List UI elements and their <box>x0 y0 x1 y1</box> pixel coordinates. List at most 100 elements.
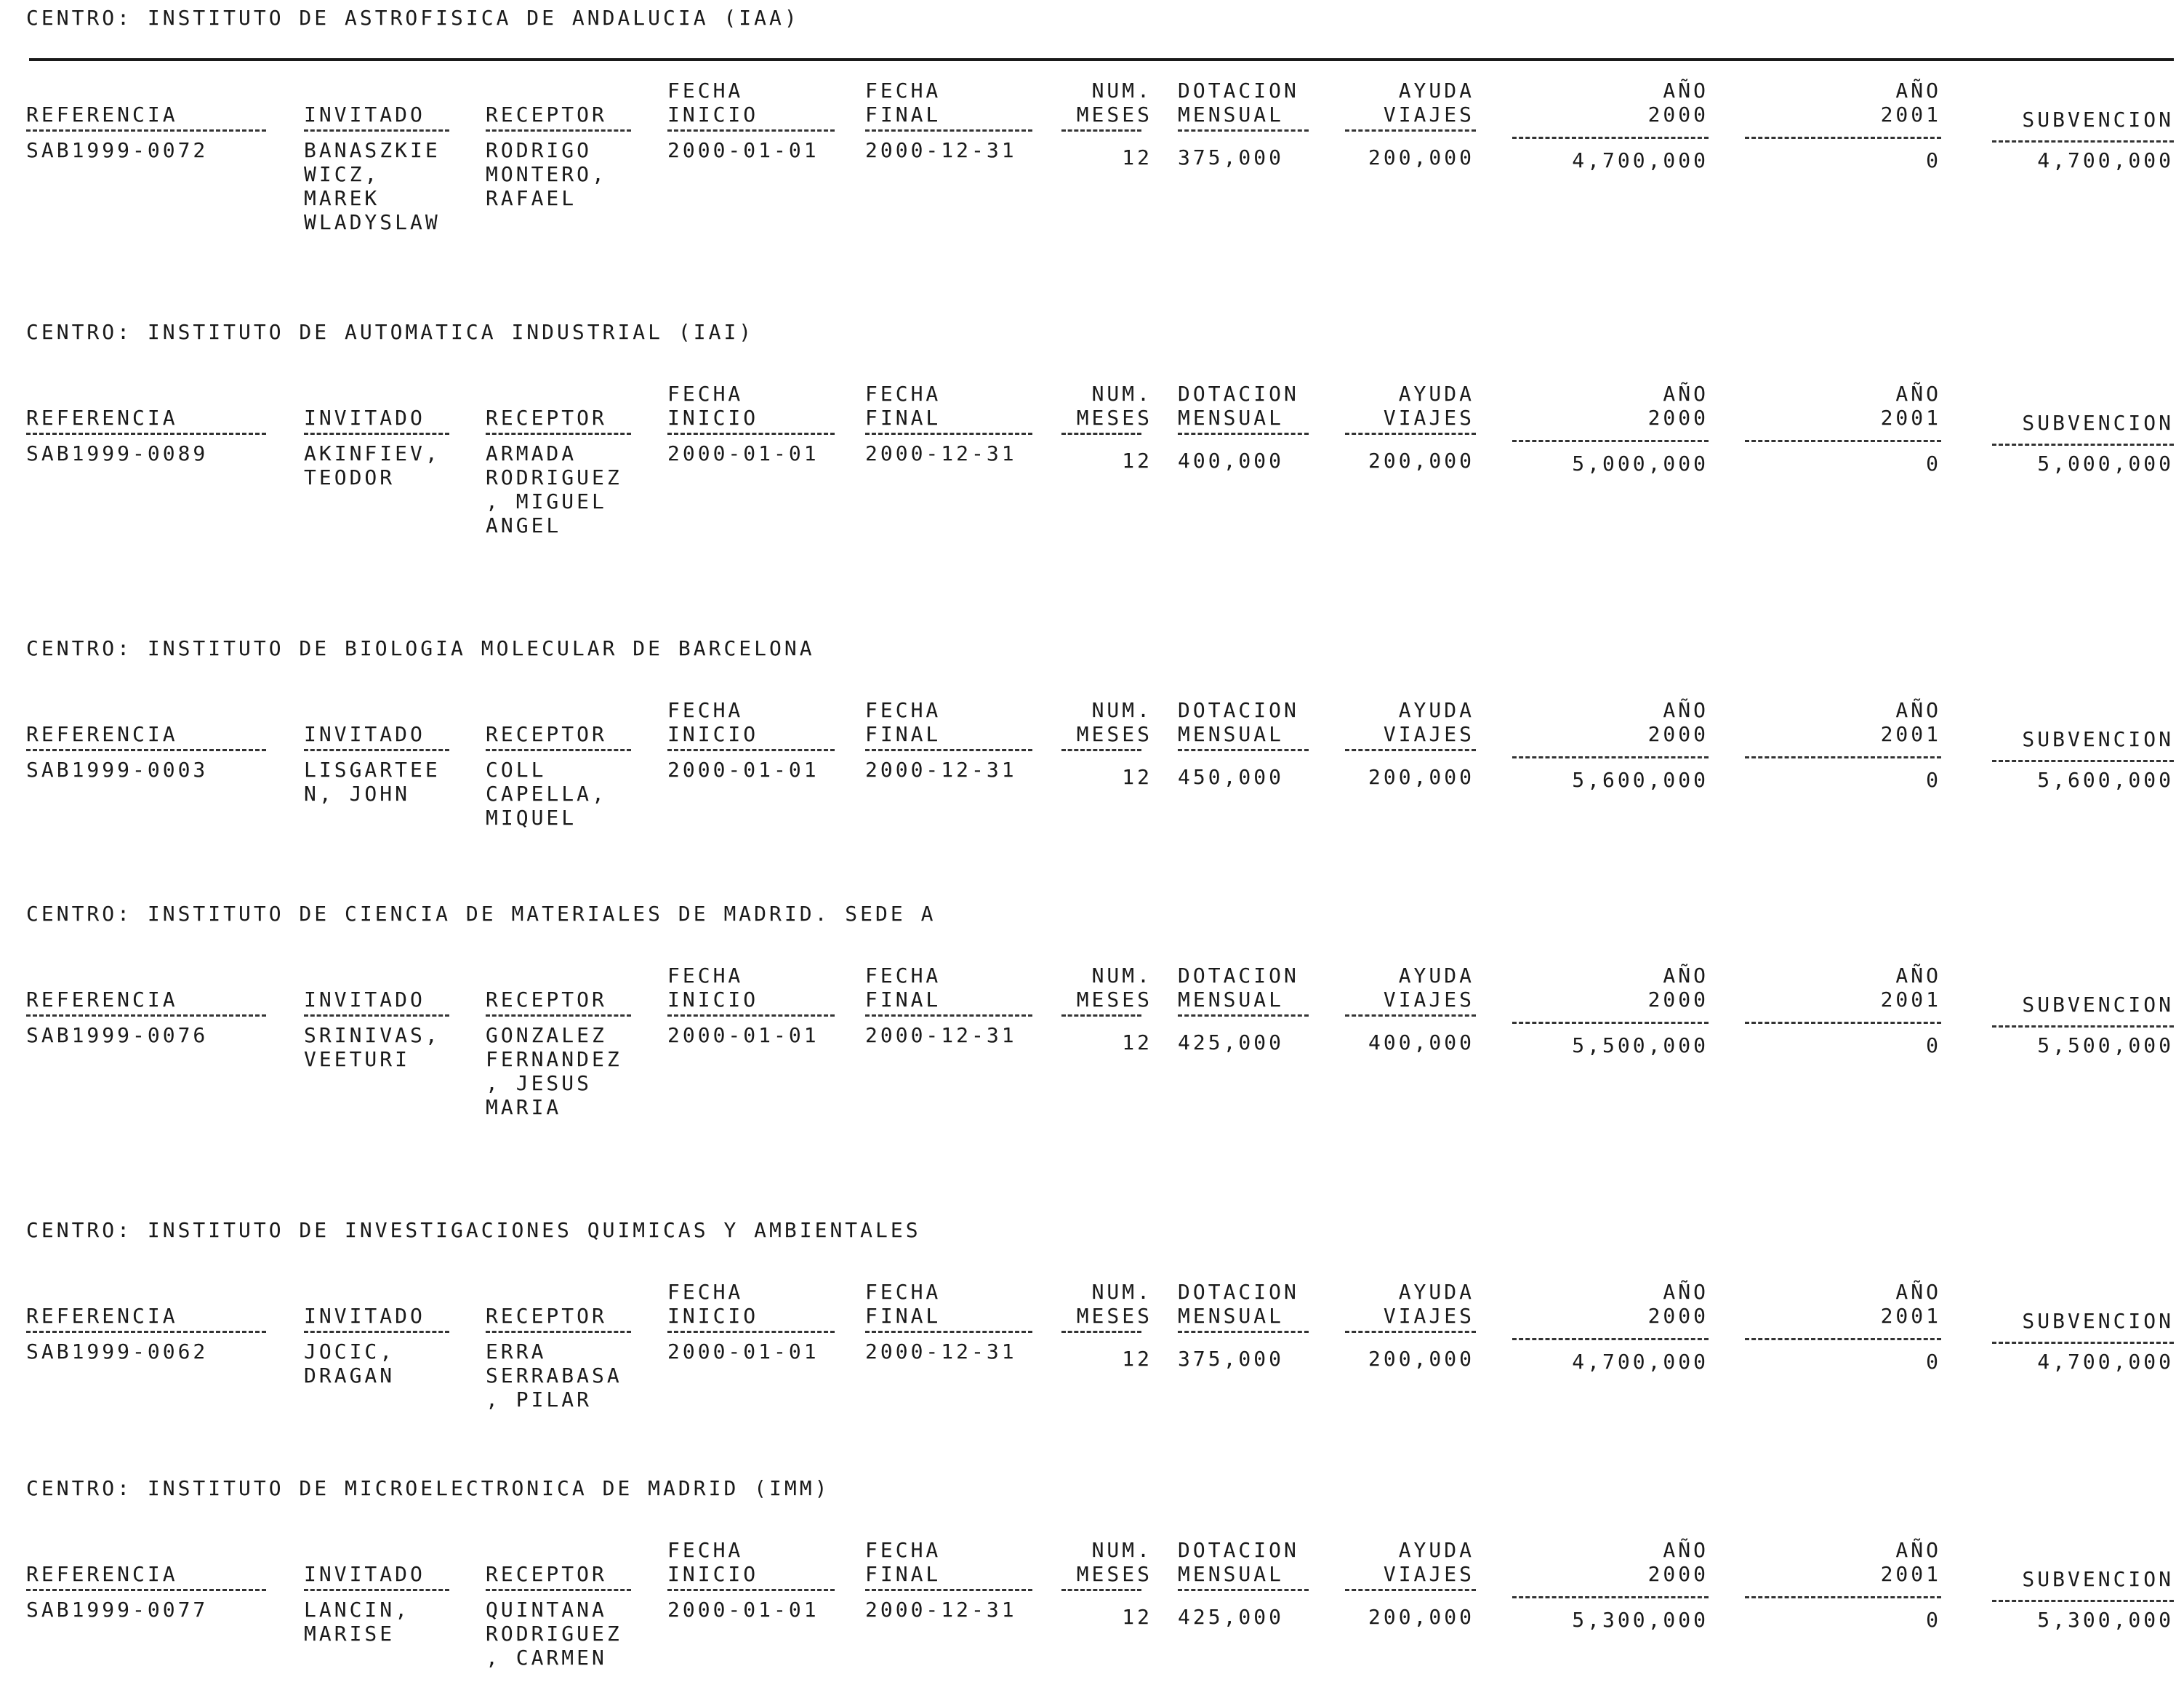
column-rule-ayuda-viajes <box>1345 433 1476 435</box>
cell-referencia: SAB1999-0077 <box>26 1598 209 1622</box>
cell-fecha-inicio: 2000-01-01 <box>667 441 819 465</box>
cell-ano-2001: 0 <box>1926 1608 1941 1632</box>
cell-subvencion: 4,700,000 <box>2037 148 2174 172</box>
cell-num-meses: 12 <box>1122 765 1152 789</box>
top-rule <box>29 58 2174 61</box>
column-rule-fecha-inicio <box>667 1589 835 1591</box>
column-rule-receptor <box>486 129 631 132</box>
column-header-ano-2000: AÑO 2000 <box>1647 1280 1709 1328</box>
column-rule-dotacion-mensual <box>1178 129 1309 132</box>
cell-fecha-final: 2000-12-31 <box>865 1023 1017 1047</box>
column-rule-invitado <box>304 749 449 751</box>
column-rule-subvencion <box>1992 1025 2174 1028</box>
cell-referencia: SAB1999-0003 <box>26 758 209 782</box>
column-rule-subvencion <box>1992 1600 2174 1602</box>
cell-ano-2000: 5,500,000 <box>1572 1033 1709 1057</box>
cell-fecha-inicio: 2000-01-01 <box>667 1339 819 1363</box>
cell-ano-2001: 0 <box>1926 1350 1941 1374</box>
cell-subvencion: 5,000,000 <box>2037 452 2174 476</box>
column-rule-subvencion <box>1992 444 2174 446</box>
column-header-fecha-inicio: FECHA INICIO <box>667 698 759 746</box>
cell-dotacion-mensual: 450,000 <box>1178 765 1285 789</box>
column-header-invitado: INVITADO <box>304 1304 425 1328</box>
column-rule-fecha-inicio <box>667 1331 835 1333</box>
column-rule-invitado <box>304 1589 449 1591</box>
column-rule-fecha-final <box>865 1014 1032 1017</box>
cell-dotacion-mensual: 425,000 <box>1178 1030 1285 1054</box>
column-rule-subvencion <box>1992 760 2174 762</box>
column-header-fecha-final: FECHA FINAL <box>865 964 942 1012</box>
cell-num-meses: 12 <box>1122 145 1152 169</box>
column-header-num-meses: NUM. MESES <box>1076 964 1152 1012</box>
centro-title: CENTRO: INSTITUTO DE MICROELECTRONICA DE… <box>26 1476 830 1500</box>
column-header-receptor: RECEPTOR <box>486 722 607 746</box>
cell-fecha-final: 2000-12-31 <box>865 441 1017 465</box>
column-rule-fecha-inicio <box>667 1014 835 1017</box>
cell-referencia: SAB1999-0072 <box>26 138 209 162</box>
column-header-ano-2001: AÑO 2001 <box>1880 1538 1941 1586</box>
column-header-num-meses: NUM. MESES <box>1076 1538 1152 1586</box>
cell-invitado: JOCIC, DRAGAN <box>304 1339 396 1387</box>
column-rule-num-meses <box>1061 1589 1141 1591</box>
column-header-fecha-inicio: FECHA INICIO <box>667 382 759 430</box>
column-rule-ano-2001 <box>1745 756 1941 758</box>
column-header-ano-2001: AÑO 2001 <box>1880 1280 1941 1328</box>
column-header-receptor: RECEPTOR <box>486 103 607 127</box>
cell-ano-2001: 0 <box>1926 452 1941 476</box>
column-header-invitado: INVITADO <box>304 406 425 430</box>
column-rule-ano-2001 <box>1745 1338 1941 1340</box>
column-rule-fecha-inicio <box>667 433 835 435</box>
column-rule-fecha-inicio <box>667 129 835 132</box>
column-rule-subvencion <box>1992 1342 2174 1344</box>
column-header-ayuda-viajes: AYUDA VIAJES <box>1383 1538 1474 1586</box>
column-header-num-meses: NUM. MESES <box>1076 698 1152 746</box>
column-header-subvencion: SUBVENCION <box>2022 727 2174 751</box>
column-rule-fecha-final <box>865 1331 1032 1333</box>
column-header-subvencion: SUBVENCION <box>2022 1567 2174 1591</box>
column-header-referencia: REFERENCIA <box>26 1562 178 1586</box>
column-header-ano-2001: AÑO 2001 <box>1880 964 1941 1012</box>
column-header-receptor: RECEPTOR <box>486 1562 607 1586</box>
column-header-fecha-inicio: FECHA INICIO <box>667 79 759 127</box>
cell-fecha-final: 2000-12-31 <box>865 1339 1017 1363</box>
column-header-fecha-final: FECHA FINAL <box>865 79 942 127</box>
cell-fecha-final: 2000-12-31 <box>865 1598 1017 1622</box>
column-rule-ano-2000 <box>1512 756 1709 758</box>
column-rule-ayuda-viajes <box>1345 1331 1476 1333</box>
cell-invitado: AKINFIEV, TEODOR <box>304 441 441 489</box>
column-rule-receptor <box>486 1331 631 1333</box>
cell-receptor: ARMADA RODRIGUEZ , MIGUEL ANGEL <box>486 441 622 537</box>
column-header-ayuda-viajes: AYUDA VIAJES <box>1383 1280 1474 1328</box>
cell-invitado: BANASZKIE WICZ, MAREK WLADYSLAW <box>304 138 441 234</box>
cell-subvencion: 5,500,000 <box>2037 1033 2174 1057</box>
column-header-referencia: REFERENCIA <box>26 1304 178 1328</box>
column-rule-ano-2000 <box>1512 137 1709 139</box>
cell-ano-2000: 4,700,000 <box>1572 148 1709 172</box>
column-rule-ayuda-viajes <box>1345 1589 1476 1591</box>
column-header-ayuda-viajes: AYUDA VIAJES <box>1383 382 1474 430</box>
cell-ano-2000: 5,300,000 <box>1572 1608 1709 1632</box>
column-header-ayuda-viajes: AYUDA VIAJES <box>1383 964 1474 1012</box>
column-header-receptor: RECEPTOR <box>486 988 607 1012</box>
column-header-referencia: REFERENCIA <box>26 103 178 127</box>
column-rule-dotacion-mensual <box>1178 1014 1309 1017</box>
column-rule-fecha-final <box>865 129 1032 132</box>
cell-ayuda-viajes: 200,000 <box>1368 1605 1474 1629</box>
cell-ano-2000: 4,700,000 <box>1572 1350 1709 1374</box>
column-header-num-meses: NUM. MESES <box>1076 79 1152 127</box>
column-header-subvencion: SUBVENCION <box>2022 993 2174 1017</box>
column-rule-num-meses <box>1061 129 1141 132</box>
column-header-fecha-inicio: FECHA INICIO <box>667 1280 759 1328</box>
cell-ayuda-viajes: 400,000 <box>1368 1030 1474 1054</box>
cell-fecha-inicio: 2000-01-01 <box>667 1598 819 1622</box>
cell-receptor: RODRIGO MONTERO, RAFAEL <box>486 138 607 210</box>
cell-ano-2001: 0 <box>1926 768 1941 792</box>
column-rule-ano-2000 <box>1512 1596 1709 1598</box>
centro-title: CENTRO: INSTITUTO DE INVESTIGACIONES QUI… <box>26 1218 921 1242</box>
column-header-receptor: RECEPTOR <box>486 406 607 430</box>
column-rule-num-meses <box>1061 749 1141 751</box>
cell-receptor: ERRA SERRABASA , PILAR <box>486 1339 622 1411</box>
cell-subvencion: 5,600,000 <box>2037 768 2174 792</box>
cell-dotacion-mensual: 425,000 <box>1178 1605 1285 1629</box>
column-header-dotacion-mensual: DOTACION MENSUAL <box>1178 1280 1299 1328</box>
